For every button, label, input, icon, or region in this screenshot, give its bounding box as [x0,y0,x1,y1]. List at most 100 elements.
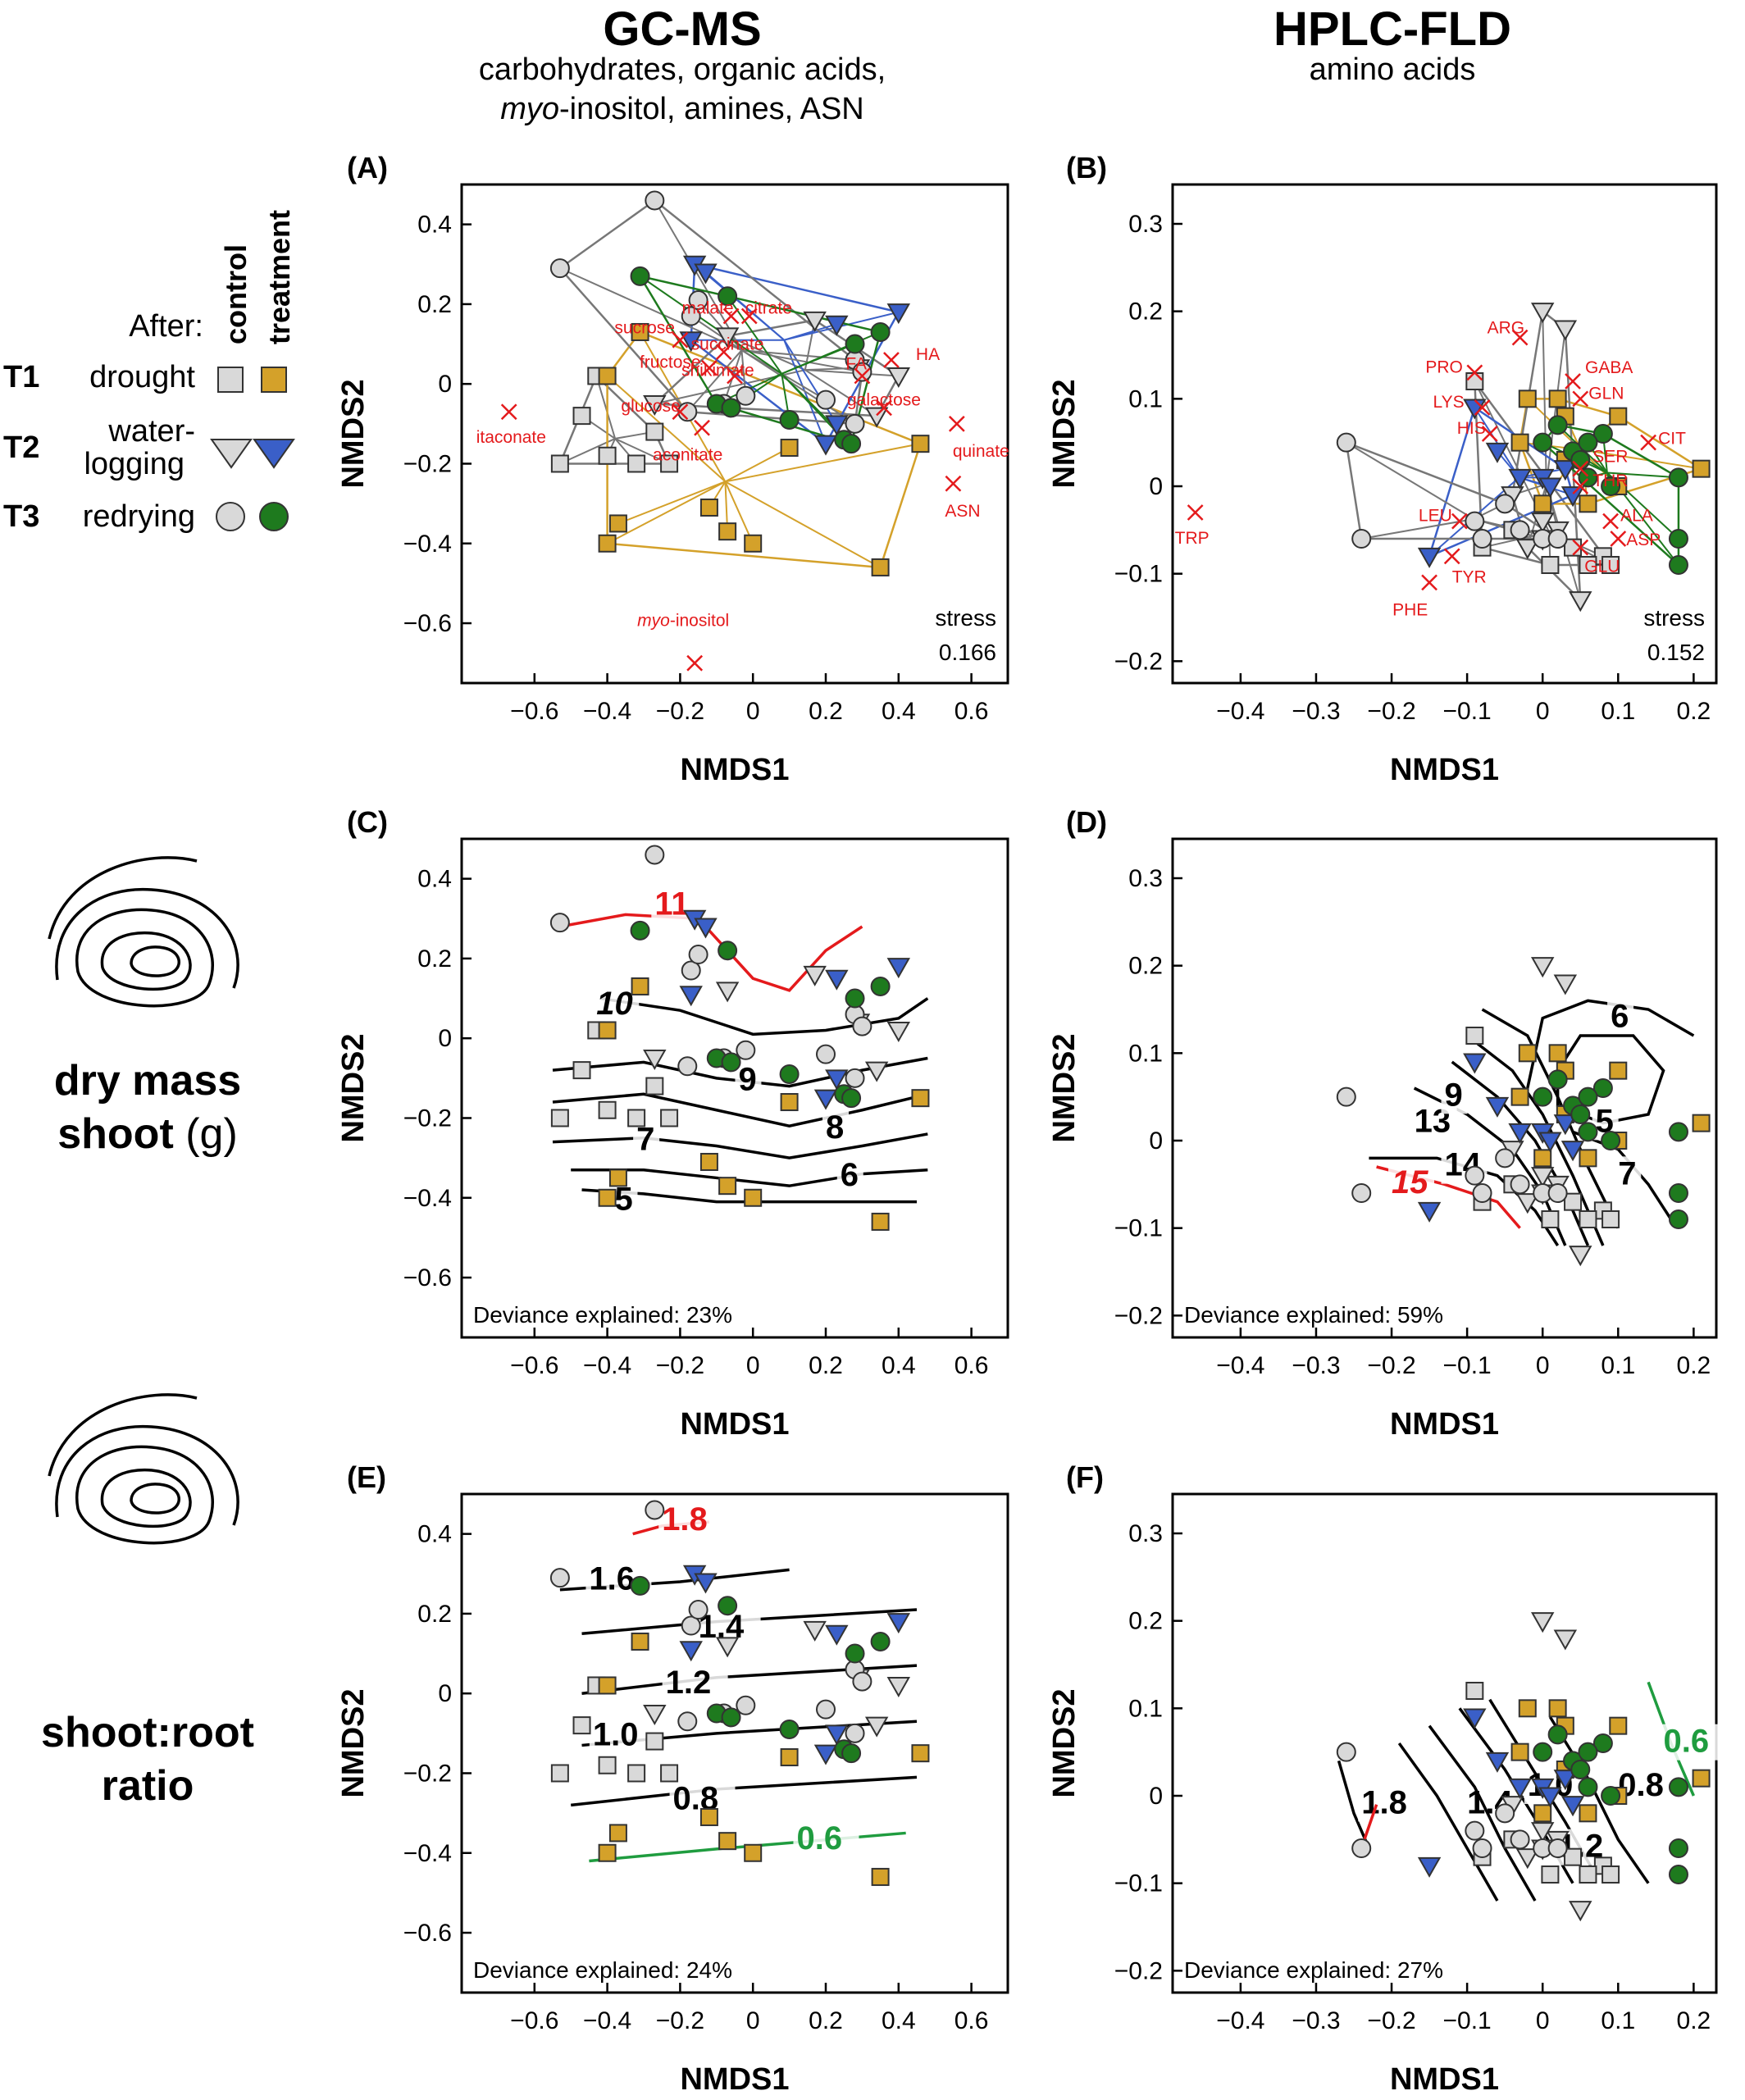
square-marker [780,439,799,458]
circle-marker [1351,1838,1372,1858]
legend-waterlogging-treatment-marker [253,439,295,469]
triangle-marker [1463,1053,1487,1074]
contour-line [552,1092,928,1128]
contour-line [1548,1716,1650,1884]
circle-marker [1578,1086,1598,1107]
triangle-marker [1530,1822,1555,1843]
cross-marker [1640,434,1657,451]
circle-marker [549,913,570,933]
circle-marker [1547,1838,1568,1858]
x-tick-label: 0 [1536,1352,1550,1379]
cross-marker [727,367,743,385]
column-subtitle-line1: amino acids [1310,52,1476,87]
y-tick-label: −0.4 [403,1840,452,1867]
x-axis-label: NMDS1 [1390,1407,1499,1442]
square-marker [1465,1027,1484,1045]
y-tick-label: 0 [438,1680,452,1707]
y-tick-label: 0.2 [417,945,452,973]
circle-marker [630,1575,650,1596]
x-tick-label: −0.3 [1292,698,1340,725]
x-axis-label: NMDS1 [680,2062,789,2096]
vector-label: ASP [1626,531,1661,549]
group-web-line [607,481,726,544]
contour-line [1466,1034,1605,1246]
triangle-marker [825,1624,849,1646]
contour-line [1428,1724,1537,1902]
loading-vector: ARG [1488,319,1529,346]
loading-vector: sucrose [614,319,689,348]
y-tick-label: 0.3 [1128,1520,1163,1547]
loading-vector: LEU [1419,507,1468,530]
circle-marker [816,389,836,410]
circle-marker [870,1631,891,1651]
circle-marker [779,1719,800,1739]
triangle-marker [1417,547,1442,568]
loading-vector: citrate [740,299,792,325]
x-tick-label: 0.1 [1601,698,1635,725]
y-tick-label: 0.3 [1128,865,1163,892]
vector-label: malate [682,299,734,318]
group-web-line [639,276,782,375]
group-web-line [741,349,855,362]
x-tick-label: 0.4 [882,1352,916,1379]
vector-label: TRP [1175,529,1210,548]
triangle-marker [886,303,911,325]
triangle-marker [803,311,827,332]
circle-marker [845,1643,865,1664]
x-tick-label: 0 [746,2007,760,2034]
square-marker [911,1744,930,1763]
contour-label-bg [662,1665,728,1702]
x-tick-label: 0.6 [955,698,989,725]
contour-label-bg [1607,999,1634,1036]
loading-vector: ASP [1610,531,1661,549]
y-tick-label: −0.2 [403,1760,452,1787]
loading-vector: ASN [945,475,981,521]
series-drought_control [550,1021,679,1127]
vector-label: SER [1592,448,1628,467]
circle-marker [870,321,891,342]
square-marker [1541,1865,1560,1884]
contour-pictogram-icon [48,856,239,1008]
contour-label: 15 [1392,1164,1428,1200]
cross-marker [1421,574,1437,591]
group-web-line [804,369,877,417]
square-marker [718,522,737,541]
cross-marker [1610,531,1627,547]
y-axis-label: NMDS2 [336,1033,371,1142]
series-drought_control [550,367,679,473]
circle-marker [1668,1865,1688,1884]
x-tick-label: 0.2 [1677,698,1711,725]
y-tick-label: 0.1 [1128,385,1163,412]
circle-marker [1465,511,1485,531]
row-label-dry-mass-1: dry mass [54,1057,241,1105]
square-marker [744,534,763,553]
legend-label-redrying: redrying [83,499,195,534]
square-marker [1609,1716,1628,1735]
circle-marker [688,290,708,311]
group-web-line [1580,449,1702,470]
cross-marker [1565,373,1581,389]
circle-marker [870,976,891,996]
x-tick-label: −0.4 [583,698,631,725]
triangle-marker [864,407,889,428]
stress-value: 0.166 [939,640,996,665]
circle-marker [736,385,756,406]
cross-marker [740,307,758,325]
circle-marker [1592,424,1613,444]
circle-marker [1668,1777,1688,1797]
loading-vector: shikimate [681,361,754,385]
triangle-marker [825,969,849,991]
y-tick-label: 0.2 [417,1601,452,1628]
contour-pictogram-icon [48,1393,239,1545]
circle-marker [630,266,650,286]
group-hull-redrying_treatment [639,275,882,445]
group-web-line [1474,407,1520,478]
square-marker [718,1832,737,1851]
x-tick-label: −0.6 [510,2007,558,2034]
series-redrying_control [1336,1742,1568,1858]
contour-label-bg [633,1122,660,1159]
square-marker [645,422,664,441]
legend-after-label: After: [129,309,203,344]
circle-marker [630,920,650,941]
x-tick-label: 0 [746,1352,760,1379]
